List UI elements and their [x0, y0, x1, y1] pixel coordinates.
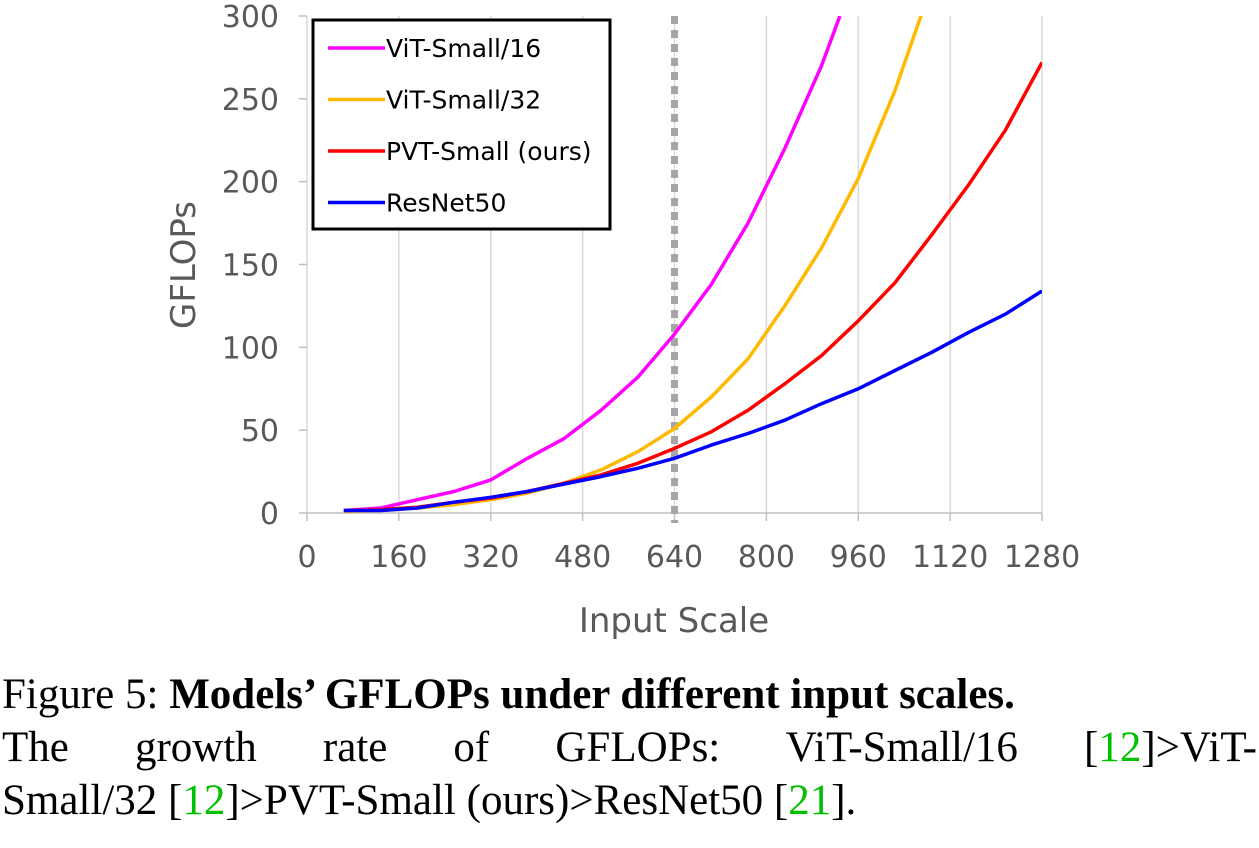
x-tick-label-640: 640: [646, 540, 703, 575]
y-tick-label-50: 50: [241, 414, 279, 449]
series-line-3: [343, 289, 1042, 513]
caption-text-2b: ]>ViT-: [1141, 724, 1257, 771]
series-line-0: [343, 16, 842, 513]
caption-text-2a: The growth rate of GFLOPs: ViT-Small/16 …: [2, 724, 1099, 771]
x-tick-label-1120: 1120: [912, 540, 988, 575]
y-tick-label-200: 200: [222, 166, 279, 201]
x-tick-label-480: 480: [554, 540, 611, 575]
x-axis: 0 160 320 480 640 800 960 1120 1280: [297, 512, 1080, 575]
y-tick-label-100: 100: [222, 331, 279, 366]
figure-caption: Figure 5: Models’ GFLOPs under different…: [2, 668, 1257, 827]
x-tick-label-960: 960: [830, 540, 887, 575]
caption-text-3b: ]>PVT-Small (ours)>ResNet50 [: [225, 777, 789, 824]
citation-link-12b[interactable]: 12: [182, 777, 226, 824]
citation-link-21[interactable]: 21: [788, 777, 832, 824]
y-tick-label-150: 150: [222, 249, 279, 284]
caption-text-3a: Small/32 [: [2, 777, 183, 824]
x-tick-label-1280: 1280: [1004, 540, 1080, 575]
caption-prefix: Figure 5:: [2, 671, 170, 718]
caption-title: Models’ GFLOPs under different input sca…: [169, 671, 1015, 718]
legend-label-0: ViT-Small/16: [386, 34, 541, 63]
legend-box: [311, 18, 612, 231]
y-tick-label-300: 300: [222, 0, 279, 35]
caption-line-2: The growth rate of GFLOPs: ViT-Small/16 …: [2, 721, 1257, 774]
caption-line-3: Small/32 [12]>PVT-Small (ours)>ResNet50 …: [2, 774, 1257, 827]
x-tick-label-0: 0: [297, 540, 316, 575]
caption-text-3c: ].: [831, 777, 857, 824]
legend-label-3: ResNet50: [386, 189, 506, 218]
y-axis: 0 50 100 150 200 250 300: [222, 0, 308, 532]
caption-line-1: Figure 5: Models’ GFLOPs under different…: [2, 668, 1257, 721]
legend-label-2: PVT-Small (ours): [386, 137, 592, 166]
y-tick-label-0: 0: [260, 497, 279, 532]
y-tick-label-250: 250: [222, 83, 279, 118]
legend: ViT-Small/16 ViT-Small/32 PVT-Small (ours)…: [311, 18, 612, 231]
gflops-chart: 0 50 100 150 200 250 300 0 160 320 480 640 800 960 11…: [164, 0, 1080, 641]
y-axis-title: GFLOPs: [164, 201, 204, 329]
citation-link-12[interactable]: 12: [1098, 724, 1142, 771]
legend-label-1: ViT-Small/32: [386, 86, 541, 115]
x-tick-label-800: 800: [738, 540, 795, 575]
x-tick-label-320: 320: [462, 540, 519, 575]
series-lines: [343, 16, 1042, 513]
x-axis-title: Input Scale: [579, 601, 769, 641]
x-tick-label-160: 160: [370, 540, 427, 575]
